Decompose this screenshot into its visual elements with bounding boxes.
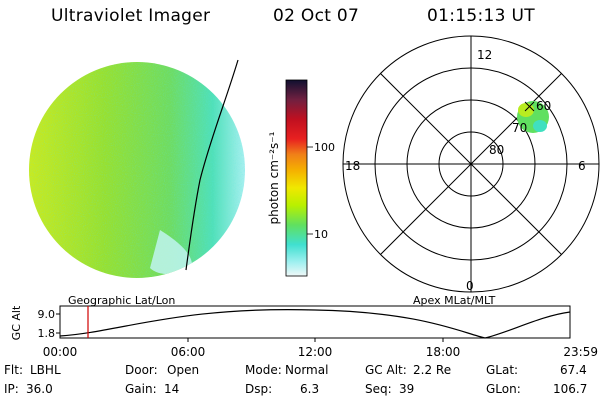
glat-label: GLat:	[486, 363, 519, 377]
flt-label: Flt:	[4, 363, 23, 377]
altitude-plot: GC Alt 9.0 1.8 00:00 06:00 12:00 18:00 2…	[10, 305, 598, 359]
gc-alt-value: 2.2 Re	[413, 363, 452, 377]
mlt-label-0: 0	[466, 279, 474, 293]
geographic-caption: Geographic Lat/Lon	[68, 294, 175, 307]
lat-label-60: 60	[536, 99, 551, 113]
mlt-label-18: 18	[345, 159, 360, 173]
gc-alt-label: GC Alt:	[365, 363, 407, 377]
mlt-label-6: 6	[578, 159, 586, 173]
aurora-spot	[517, 101, 549, 133]
mode-label: Mode:	[245, 363, 282, 377]
colorbar-unit-label: photon cm⁻²s⁻¹	[267, 131, 281, 224]
mlt-label-12: 12	[477, 48, 492, 62]
ip-label: IP:	[4, 382, 19, 396]
ip-value: 36.0	[26, 382, 53, 396]
seq-value: 39	[399, 382, 415, 396]
lat-label-70: 70	[512, 121, 527, 135]
altitude-curve	[59, 308, 571, 339]
altitude-ylabel: GC Alt	[10, 305, 23, 340]
altitude-xtick-1200: 12:00	[298, 345, 333, 359]
glat-value: 67.4	[560, 363, 587, 377]
altitude-xtick-1800: 18:00	[426, 345, 461, 359]
altitude-ytick-1.8: 1.8	[38, 327, 56, 340]
altitude-xtick-0000: 00:00	[43, 345, 78, 359]
dsp-label: Dsp:	[245, 382, 273, 396]
lat-label-80: 80	[489, 143, 504, 157]
seq-label: Seq:	[365, 382, 392, 396]
door-value: Open	[167, 363, 200, 377]
dsp-value: 6.3	[300, 382, 320, 396]
flt-value: LBHL	[30, 363, 61, 377]
colorbar-tick-10: 10	[314, 228, 328, 241]
gain-label: Gain:	[125, 382, 157, 396]
altitude-xtick-0600: 06:00	[171, 345, 206, 359]
terminator-line	[185, 59, 239, 271]
polar-plot	[342, 35, 600, 293]
earth-disk-image	[29, 59, 245, 278]
mode-value: Normal	[285, 363, 329, 377]
colorbar-tick-100: 100	[314, 141, 335, 154]
altitude-xtick-2359: 23:59	[563, 345, 598, 359]
colorbar: 100 10 photon cm⁻²s⁻¹	[267, 79, 335, 277]
door-label: Door:	[125, 363, 158, 377]
glon-label: GLon:	[486, 382, 521, 396]
altitude-ytick-9: 9.0	[38, 308, 56, 321]
glon-value: 106.7	[553, 382, 588, 396]
observation-time: 01:15:13 UT	[427, 6, 535, 26]
observation-date: 02 Oct 07	[273, 6, 360, 26]
gain-value: 14	[164, 382, 180, 396]
apex-caption: Apex MLat/MLT	[413, 294, 496, 307]
instrument-title: Ultraviolet Imager	[51, 6, 211, 26]
